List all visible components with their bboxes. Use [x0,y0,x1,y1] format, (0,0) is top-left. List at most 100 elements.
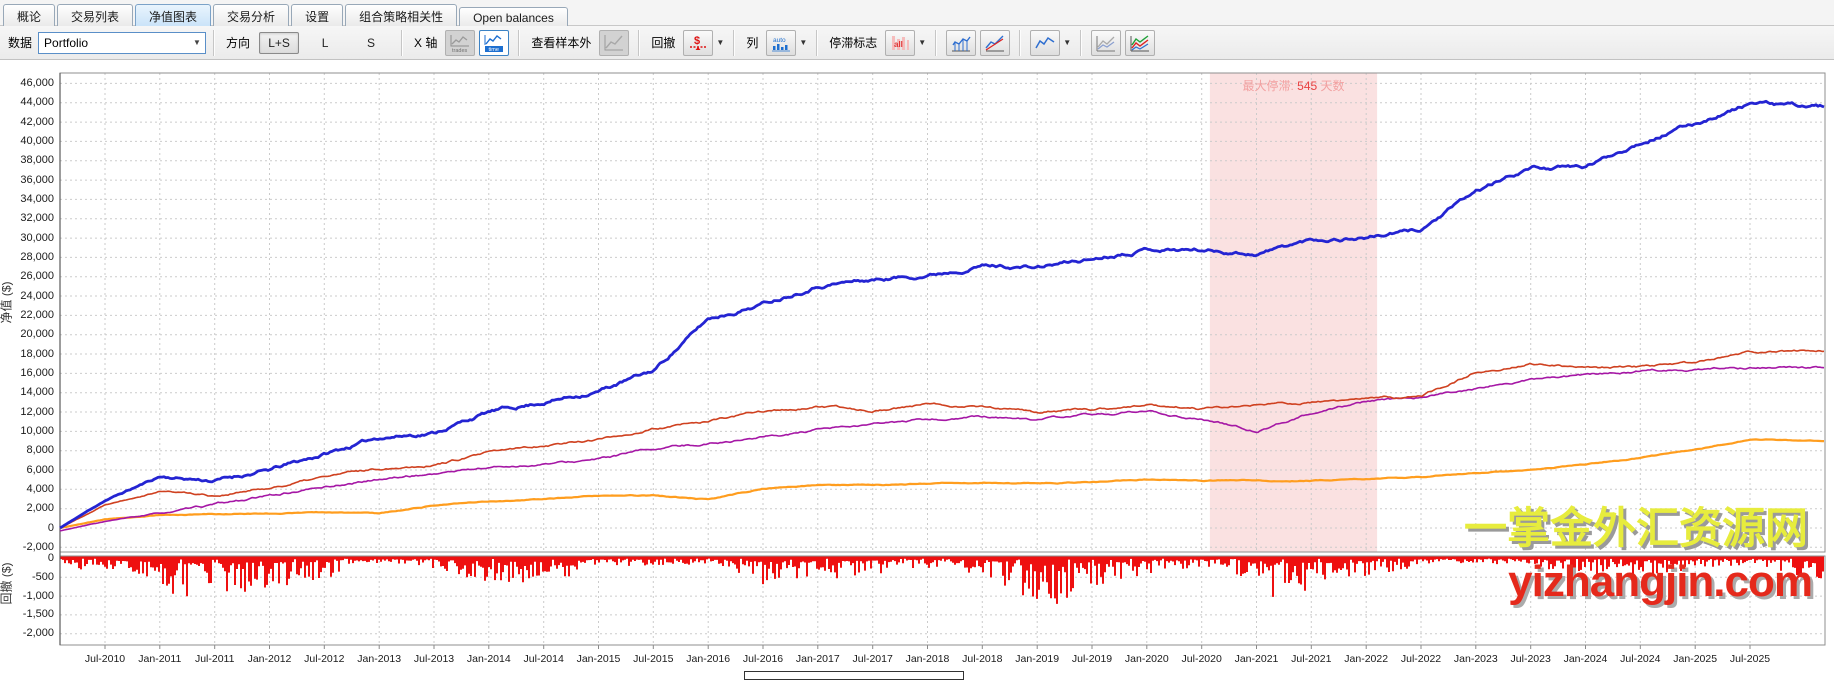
series-line-2 [59,365,1825,532]
zigzag-line-icon [1035,36,1055,48]
line-with-stems-icon [952,36,971,51]
drawdown-bars [60,556,1824,604]
svg-text:auto: auto [773,37,786,44]
x-tick-label: Jan-2011 [138,653,182,665]
tab-5[interactable]: 组合策略相关性 [345,4,458,29]
y-tick-label: 46,000 [20,76,54,89]
auto-columns-icon: auto [772,37,791,51]
y-tick-label: -2,000 [22,540,54,553]
separator [213,29,216,56]
drawdown-mode-button[interactable]: $ [683,29,714,56]
direction-long-short-button[interactable]: L+S [259,31,300,54]
x-tick-label: Jul-2020 [1181,653,1222,665]
dollar-drawdown-icon: $ [690,35,707,50]
chart-type-dropdown-arrow[interactable]: ▼ [1063,38,1072,47]
tab-1[interactable]: 交易列表 [57,4,134,29]
watermark-site-url: yizhangjin.com [1508,557,1813,606]
columns-dropdown-arrow[interactable]: ▼ [799,38,808,47]
stagnation-mode-button[interactable]: all [885,29,916,56]
separator [518,29,521,56]
y-tick-label: 2,000 [26,502,54,515]
chart-type-line-button[interactable] [1030,29,1061,56]
gray-multi-line-icon [1096,35,1116,51]
x-tick-label: Jan-2025 [1673,653,1718,665]
direction-label: 方向 [226,36,251,50]
y-tick-label: 42,000 [20,115,54,128]
xaxis-trades-button[interactable]: trades [445,29,476,56]
x-tick-label: Jan-2016 [686,653,731,665]
multi-series-lines-icon [1130,34,1150,51]
stagnation-band-days: 545 [1297,79,1318,93]
x-tick-label: Jul-2013 [413,653,455,665]
chart-style-stems-button[interactable] [946,29,977,56]
columns-mode-button[interactable]: auto [766,29,797,56]
chart-style-trend-button[interactable] [980,29,1011,56]
x-tick-label: Jul-2015 [633,653,674,665]
x-tick-label: Jan-2020 [1124,653,1169,665]
xaxis-time-button[interactable]: time [479,29,510,56]
tab-bar: 概论 交易列表 净值图表 交易分析 设置 组合策略相关性 Open balances [0,0,1834,29]
x-tick-label: Jan-2017 [795,653,840,665]
y-tick-label: 24,000 [20,289,54,302]
all-stagnation-icon: all [892,35,910,50]
x-tick-label: Jul-2018 [962,653,1003,665]
y-tick-label: -2,000 [22,627,54,640]
x-tick-label: Jan-2019 [1015,653,1060,665]
tab-0[interactable]: 概论 [3,4,56,29]
equity-and-drawdown-plot[interactable] [0,60,1834,680]
y-tick-label: 16,000 [20,366,54,379]
y-tick-label: 12,000 [20,405,54,418]
tab-2[interactable]: 净值图表 [135,4,212,29]
y-tick-label: 8,000 [26,444,54,457]
series-line-3 [59,438,1824,530]
y-tick-label: 40,000 [20,134,54,147]
x-tick-label: Jul-2010 [84,653,126,665]
tab-4[interactable]: 设置 [291,4,344,29]
x-tick-label: Jan-2012 [247,653,292,665]
watermark-site-name: 一掌金外汇资源网 [1464,505,1808,553]
out-of-sample-chart-icon [604,34,624,50]
svg-text:trades: trades [452,48,468,53]
direction-long-button[interactable]: L [321,35,329,50]
drawdown-dropdown-arrow[interactable]: ▼ [716,38,725,47]
separator [733,29,736,56]
x-tick-label: Jan-2014 [466,653,511,665]
separator [638,29,641,56]
direction-short-button[interactable]: S [367,35,376,50]
separator [401,29,404,56]
y-tick-label: 44,000 [20,96,54,109]
y-tick-label: 4,000 [26,482,54,495]
x-tick-label: Jul-2017 [852,653,893,665]
compare-color-lines-button[interactable] [1125,29,1156,56]
data-source-combobox[interactable]: Portfolio ▼ [38,31,207,54]
svg-text:$: $ [694,35,700,47]
view-out-of-sample-button[interactable] [599,29,630,56]
separator [935,29,938,56]
tab-3[interactable]: 交易分析 [213,4,290,29]
y-tick-label: 18,000 [20,347,54,360]
x-tick-label: Jan-2022 [1344,653,1389,665]
y-tick-label: 0 [47,552,54,564]
stagnation-band-label: 最大停滞: 545 天数 [1219,77,1369,94]
y-tick-label: 22,000 [20,308,54,321]
x-tick-label: Jul-2012 [304,653,345,665]
separator [1080,29,1083,56]
tab-6[interactable]: Open balances [459,7,568,29]
x-tick-label: Jan-2023 [1453,653,1498,665]
x-tick-label: Jul-2016 [742,653,784,665]
columns-label: 列 [746,36,759,50]
series-line-1 [59,349,1825,529]
compare-gray-lines-button[interactable] [1091,29,1122,56]
equity-chart-panel: 净值 ($) 回撤 ($) 46,000 44,000 42,000 40,000 38… [0,60,1834,680]
scrollbar-thumb[interactable] [744,671,964,680]
x-tick-label: Jul-2019 [1071,653,1113,665]
stagnation-dropdown-arrow[interactable]: ▼ [918,38,927,47]
svg-text:time: time [489,47,499,53]
chevron-down-icon: ▼ [193,38,201,47]
x-tick-label: Jul-2023 [1510,653,1551,665]
stagnation-band-prefix: 最大停滞: [1242,79,1298,93]
x-tick-label: Jul-2011 [194,653,235,665]
x-tick-label: Jan-2013 [357,653,402,665]
data-label: 数据 [8,36,33,50]
y-tick-label: 26,000 [20,270,54,283]
